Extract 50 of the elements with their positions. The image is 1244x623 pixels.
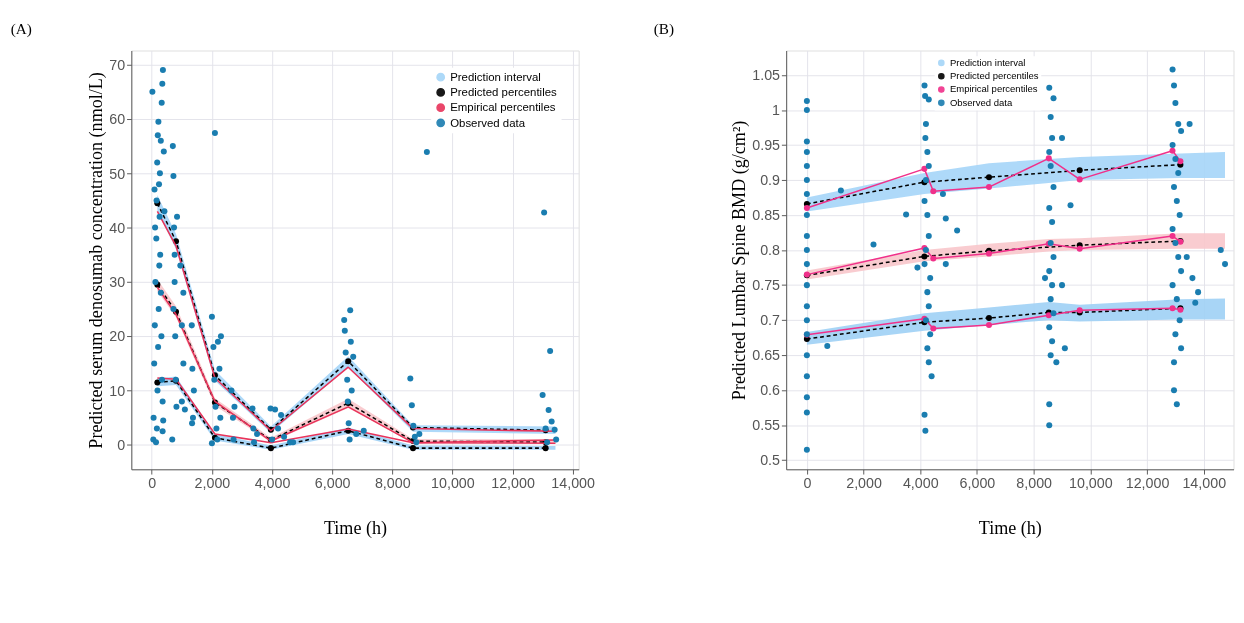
- y-tick-label: 0.9: [760, 172, 781, 189]
- legend-label: Empirical percentiles: [949, 83, 1038, 95]
- legend-label: Observed data: [450, 116, 526, 129]
- y-tick-label: 0.7: [760, 312, 781, 329]
- legend-label: Observed data: [949, 96, 1013, 108]
- chart-title: (B): [653, 20, 674, 39]
- x-tick-label: 10,000: [1069, 474, 1113, 491]
- y-tick-label: 0.85: [752, 207, 781, 224]
- y-tick-label: 30: [109, 274, 126, 291]
- y-tick-label: 1.05: [752, 67, 781, 84]
- x-tick-label: 8,000: [1016, 474, 1053, 491]
- y-tick-label: 0: [117, 437, 126, 454]
- y-tick-label: 0.5: [760, 452, 781, 469]
- y-tick-label: 0.55: [752, 417, 781, 434]
- y-tick-label: 70: [109, 56, 126, 73]
- y-tick-label: 10: [109, 382, 126, 399]
- legend-label: Prediction interval: [450, 70, 541, 83]
- x-axis-title: Time (h): [978, 517, 1042, 539]
- y-axis-title: Predicted serum denosumab concentration (nmol/L): [85, 72, 107, 449]
- y-tick-label: 0.75: [752, 277, 781, 294]
- x-tick-label: 8,000: [374, 474, 411, 491]
- x-tick-label: 14,000: [551, 474, 596, 491]
- y-tick-label: 0.8: [760, 242, 781, 259]
- x-tick-label: 12,000: [1125, 474, 1170, 491]
- chart-title: (A): [10, 20, 32, 39]
- legend-label: Empirical percentiles: [450, 101, 556, 114]
- y-tick-label: 1: [772, 102, 781, 119]
- x-tick-label: 10,000: [431, 474, 475, 491]
- legend-label: Prediction interval: [949, 56, 1026, 68]
- legend-label: Predicted percentiles: [450, 86, 558, 99]
- y-tick-label: 40: [109, 219, 126, 236]
- x-tick-label: 12,000: [491, 474, 535, 491]
- legend-label: Predicted percentiles: [949, 70, 1039, 82]
- x-tick-label: 6,000: [314, 474, 351, 491]
- y-tick-label: 50: [109, 165, 126, 182]
- x-tick-label: 6,000: [959, 474, 996, 491]
- x-tick-label: 0: [148, 474, 157, 491]
- y-tick-label: 0.65: [752, 347, 781, 364]
- x-tick-label: 14,000: [1182, 474, 1227, 491]
- x-tick-label: 2,000: [194, 474, 231, 491]
- x-tick-label: 0: [803, 474, 812, 491]
- x-tick-label: 4,000: [902, 474, 939, 491]
- y-tick-label: 20: [109, 328, 126, 345]
- x-axis-title: Time (h): [323, 517, 388, 539]
- y-tick-label: 60: [109, 111, 126, 128]
- y-tick-label: 0.6: [760, 382, 781, 399]
- y-tick-label: 0.95: [752, 137, 781, 154]
- x-tick-label: 2,000: [846, 474, 882, 491]
- y-axis-title: Predicted Lumbar Spine BMD (g/cm²): [728, 120, 750, 401]
- x-tick-label: 4,000: [254, 474, 291, 491]
